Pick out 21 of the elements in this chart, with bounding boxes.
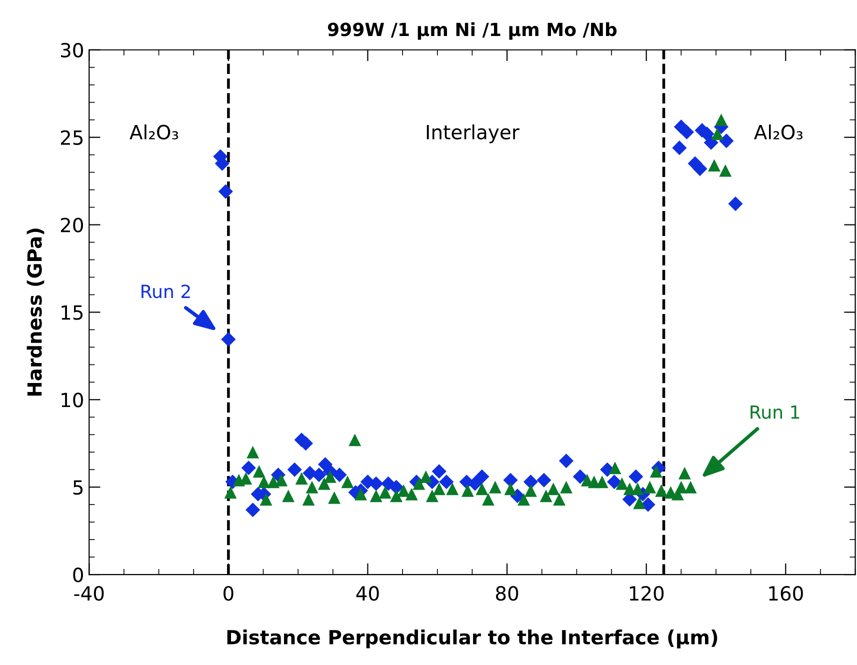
- y-tick-label: 30: [61, 42, 83, 58]
- x-tick-label: 40: [356, 586, 379, 601]
- y-tick-label: 15: [62, 305, 83, 320]
- x-axis-title: Distance Perpendicular to the Interface (µm): [227, 629, 718, 648]
- text: Run 2: [142, 284, 190, 298]
- x-tick-label: 80: [496, 586, 518, 601]
- annotation: Al₂O₃: [130, 124, 178, 140]
- y-tick-label: 10: [62, 392, 83, 408]
- y-axis-title: Hardness (GPa): [26, 228, 44, 396]
- x-tick-label: 120: [630, 586, 664, 601]
- y-tick-label: 20: [60, 218, 83, 232]
- text: Run 1: [750, 405, 800, 419]
- x-tick-label: -40: [74, 586, 104, 601]
- annotation: Al₂O₃: [754, 124, 802, 140]
- x-tick-label: 0: [224, 586, 234, 601]
- chart-title: 999W /1 µm Ni /1 µm Mo /Nb: [328, 22, 617, 40]
- x-tick-label: 160: [769, 586, 803, 601]
- annotation: Interlayer: [426, 124, 520, 144]
- y-tick-label: 0: [73, 568, 83, 582]
- y-tick-label: 5: [73, 480, 83, 495]
- y-tick-label: 25: [60, 130, 83, 145]
